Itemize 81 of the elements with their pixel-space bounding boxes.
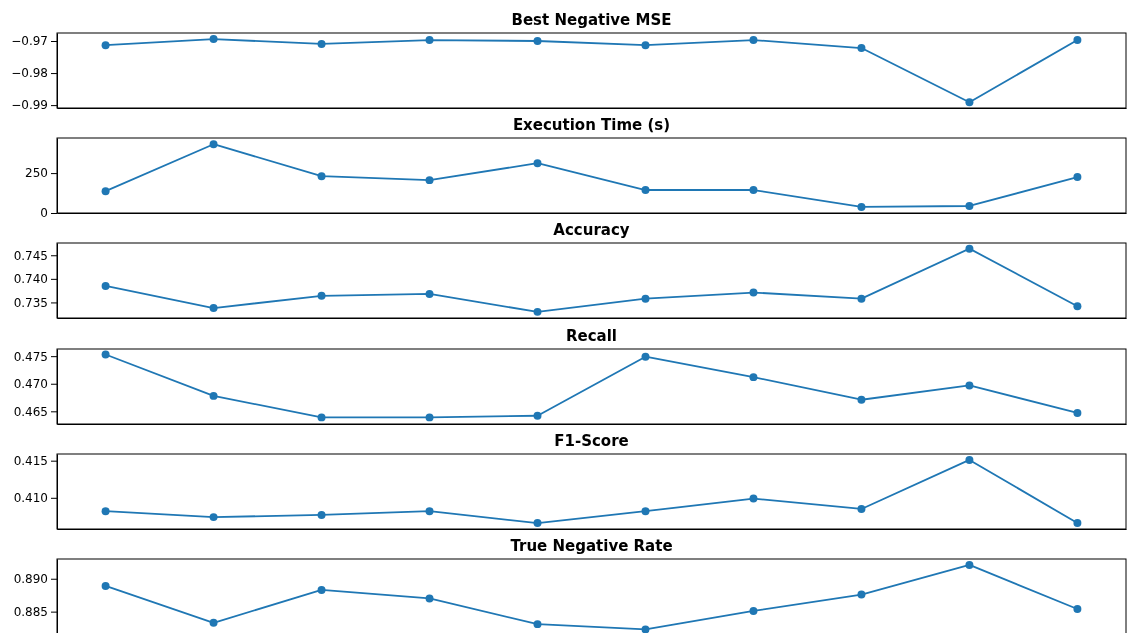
point xyxy=(533,411,542,420)
point xyxy=(749,36,758,45)
point xyxy=(749,494,758,503)
point xyxy=(317,585,326,594)
point xyxy=(1073,605,1082,613)
point xyxy=(425,413,434,422)
point xyxy=(209,391,218,400)
point xyxy=(857,202,866,211)
point xyxy=(101,507,110,516)
point xyxy=(209,618,218,627)
y-tick-label: −0.99 xyxy=(11,98,48,113)
point xyxy=(641,625,650,633)
y-tick-label: 0.475 xyxy=(13,349,48,364)
y-tick-label: 0.745 xyxy=(13,248,48,263)
chart-title: Recall xyxy=(565,327,618,345)
point xyxy=(965,381,974,390)
chart-title: Best Negative MSE xyxy=(511,11,672,29)
point xyxy=(101,281,110,290)
point xyxy=(965,455,974,464)
point xyxy=(641,186,650,194)
y-tick-label: −0.98 xyxy=(11,66,48,81)
point xyxy=(317,172,326,181)
point xyxy=(425,507,434,516)
y-tick-label: 250 xyxy=(25,166,48,181)
point xyxy=(749,373,758,382)
point xyxy=(317,39,326,48)
point xyxy=(1073,173,1082,182)
point xyxy=(209,304,218,313)
point xyxy=(425,289,434,298)
point xyxy=(533,159,542,168)
point xyxy=(857,294,866,303)
point xyxy=(425,36,434,45)
point xyxy=(1073,519,1082,528)
point xyxy=(101,41,110,50)
point xyxy=(749,606,758,615)
point xyxy=(749,288,758,297)
point xyxy=(1073,408,1082,417)
chart-title: F1-Score xyxy=(554,432,629,450)
point xyxy=(533,307,542,316)
chart-title: True Negative Rate xyxy=(510,537,673,555)
point xyxy=(965,560,974,569)
point xyxy=(965,244,974,253)
point xyxy=(857,504,866,513)
y-tick-label: 0.410 xyxy=(13,491,48,506)
y-tick-label: 0.885 xyxy=(13,604,48,619)
point xyxy=(965,202,974,210)
y-tick-label: 0.890 xyxy=(13,572,48,587)
point xyxy=(641,41,650,50)
point xyxy=(965,98,974,107)
point xyxy=(317,510,326,519)
point xyxy=(533,37,542,45)
point xyxy=(317,291,326,300)
point xyxy=(641,352,650,361)
point xyxy=(641,294,650,303)
y-tick-label: 0.465 xyxy=(13,404,48,419)
point xyxy=(1073,302,1082,311)
y-tick-label: 0.415 xyxy=(13,454,48,469)
point xyxy=(1073,36,1082,45)
point xyxy=(857,395,866,404)
y-tick-label: 0.735 xyxy=(13,295,48,310)
y-tick-label: 0.470 xyxy=(13,377,48,392)
point xyxy=(101,187,110,196)
chart-title: Execution Time (s) xyxy=(512,116,671,134)
chart-title: Accuracy xyxy=(553,221,630,239)
point xyxy=(101,350,110,359)
point xyxy=(857,590,866,599)
point xyxy=(533,620,542,629)
point xyxy=(533,519,542,528)
point xyxy=(641,507,650,516)
point xyxy=(209,35,218,44)
point xyxy=(749,186,758,194)
point xyxy=(209,513,218,522)
point xyxy=(857,44,866,53)
point xyxy=(101,581,110,590)
y-tick-label: −0.97 xyxy=(11,34,48,49)
point xyxy=(317,413,326,422)
y-tick-label: 0.740 xyxy=(13,272,48,287)
point xyxy=(425,176,434,185)
y-tick-label: 0 xyxy=(40,206,48,221)
point xyxy=(209,140,218,149)
point xyxy=(425,594,434,603)
